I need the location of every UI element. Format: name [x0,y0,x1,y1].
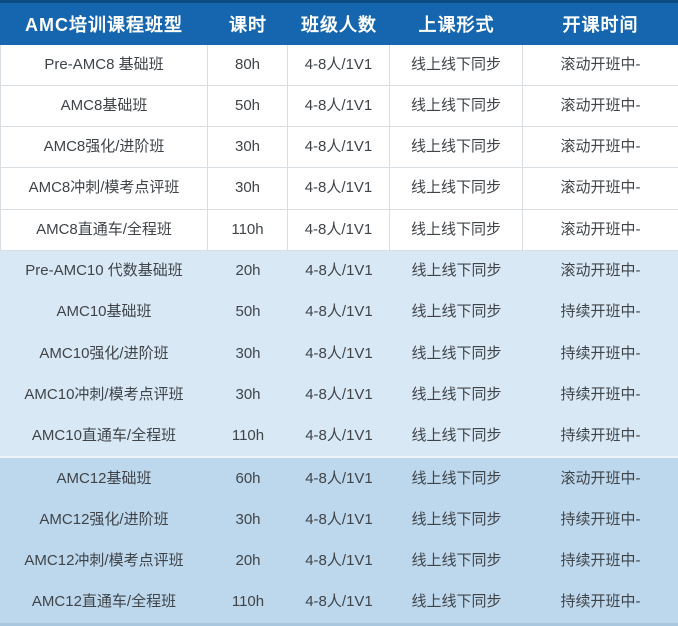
class-size-cell: 4-8人/1V1 [288,209,390,251]
class-size-cell: 4-8人/1V1 [305,303,373,321]
format-cell: 线上线下同步 [390,127,523,169]
start-time-cell: 持续开班中- [560,552,641,570]
course-cell: AMC12直通车/全程班 [31,593,177,611]
hours-cell: 30h [208,168,288,210]
format-cell: 线上线下同步 [411,470,502,487]
course-cell: AMC12强化/进阶班 [39,511,169,529]
start-time-cell: 持续开班中- [560,303,641,321]
hours-cell: 110h [208,209,288,251]
column-header-start-time: 开课时间 [562,15,639,35]
hours-cell: 30h [235,511,261,529]
course-cell: AMC8强化/进阶班 [0,127,208,169]
table-row: AMC10冲刺/模考点评班 30h 4-8人/1V1 线上线下同步 持续开班中- [0,374,678,415]
class-size-cell: 4-8人/1V1 [305,511,373,529]
course-cell: AMC12冲刺/模考点评班 [24,552,184,570]
table-row: AMC8强化/进阶班 30h 4-8人/1V1 线上线下同步 滚动开班中- [0,127,678,169]
format-cell: 线上线下同步 [390,209,523,251]
format-cell: 线上线下同步 [411,511,502,529]
hours-cell: 50h [208,86,288,128]
start-time-cell: 持续开班中- [560,511,641,529]
course-cell: AMC10基础班 [56,303,152,321]
format-cell: 线上线下同步 [390,45,523,87]
table-row: AMC8直通车/全程班 110h 4-8人/1V1 线上线下同步 滚动开班中- [0,209,678,251]
hours-cell: 50h [235,303,261,321]
table-row: AMC10强化/进阶班 30h 4-8人/1V1 线上线下同步 持续开班中- [0,333,678,374]
hours-cell: 30h [235,385,261,403]
table-row: AMC12基础班 60h 4-8人/1V1 线上线下同步 滚动开班中- [0,458,678,499]
class-size-cell: 4-8人/1V1 [288,127,390,169]
start-time-cell: 滚动开班中- [523,168,678,210]
start-time-cell: 持续开班中- [560,426,641,444]
class-size-cell: 4-8人/1V1 [305,426,373,444]
hours-cell: 110h [231,593,265,611]
course-cell: AMC8冲刺/模考点评班 [0,168,208,210]
hours-cell: 30h [235,344,261,362]
format-cell: 线上线下同步 [411,552,502,570]
course-cell: Pre-AMC8 基础班 [0,45,208,87]
column-header-class-size: 班级人数 [301,15,377,35]
hours-cell: 20h [235,552,261,570]
format-cell: 线上线下同步 [411,303,502,321]
table-row: AMC12直通车/全程班 110h 4-8人/1V1 线上线下同步 持续开班中- [0,582,678,623]
table-row: AMC8冲刺/模考点评班 30h 4-8人/1V1 线上线下同步 滚动开班中- [0,168,678,210]
start-time-cell: 持续开班中- [560,593,641,611]
table-row: AMC10基础班 50h 4-8人/1V1 线上线下同步 持续开班中- [0,292,678,333]
format-cell: 线上线下同步 [411,385,502,403]
section-amc12: AMC12基础班 60h 4-8人/1V1 线上线下同步 滚动开班中- AMC1… [0,456,678,626]
column-header-hours: 课时 [229,15,267,35]
format-cell: 线上线下同步 [411,426,502,444]
table-body: Pre-AMC8 基础班 80h 4-8人/1V1 线上线下同步 滚动开班中- … [0,45,678,626]
table-row: Pre-AMC10 代数基础班 20h 4-8人/1V1 线上线下同步 滚动开班… [0,251,678,292]
format-cell: 线上线下同步 [390,86,523,128]
course-cell: AMC10冲刺/模考点评班 [24,385,184,403]
course-cell: AMC8基础班 [0,86,208,128]
hours-cell: 60h [235,470,261,487]
class-size-cell: 4-8人/1V1 [305,593,373,611]
class-size-cell: 4-8人/1V1 [305,262,373,280]
format-cell: 线上线下同步 [411,262,502,280]
table-row: AMC12冲刺/模考点评班 20h 4-8人/1V1 线上线下同步 持续开班中- [0,541,678,582]
table-row: AMC12强化/进阶班 30h 4-8人/1V1 线上线下同步 持续开班中- [0,500,678,541]
table-row: AMC8基础班 50h 4-8人/1V1 线上线下同步 滚动开班中- [0,86,678,128]
start-time-cell: 持续开班中- [560,344,641,362]
format-cell: 线上线下同步 [411,344,502,362]
section-amc10: Pre-AMC10 代数基础班 20h 4-8人/1V1 线上线下同步 滚动开班… [0,250,678,457]
class-size-cell: 4-8人/1V1 [288,45,390,87]
class-size-cell: 4-8人/1V1 [305,470,373,487]
section-amc8: Pre-AMC8 基础班 80h 4-8人/1V1 线上线下同步 滚动开班中- … [0,45,678,251]
start-time-cell: 滚动开班中- [560,470,641,487]
course-cell: AMC8直通车/全程班 [0,209,208,251]
course-cell: AMC12基础班 [56,470,152,487]
start-time-cell: 滚动开班中- [523,127,678,169]
start-time-cell: 滚动开班中- [560,262,641,280]
start-time-cell: 滚动开班中- [523,210,678,251]
start-time-cell: 滚动开班中- [523,86,678,128]
course-cell: AMC10直通车/全程班 [31,426,177,444]
format-cell: 线上线下同步 [390,168,523,210]
format-cell: 线上线下同步 [411,593,502,611]
start-time-cell: 滚动开班中- [523,45,678,87]
start-time-cell: 持续开班中- [560,385,641,403]
class-size-cell: 4-8人/1V1 [305,552,373,570]
hours-cell: 80h [208,45,288,87]
hours-cell: 30h [208,127,288,169]
course-cell: AMC10强化/进阶班 [39,344,169,362]
table-header-row: AMC培训课程班型 课时 班级人数 上课形式 开课时间 [0,0,678,45]
column-header-format: 上课形式 [418,15,495,35]
class-size-cell: 4-8人/1V1 [288,168,390,210]
table-row: Pre-AMC8 基础班 80h 4-8人/1V1 线上线下同步 滚动开班中- [0,45,678,87]
class-size-cell: 4-8人/1V1 [288,86,390,128]
hours-cell: 110h [231,426,265,444]
column-header-course-type: AMC培训课程班型 [25,15,183,35]
course-cell: Pre-AMC10 代数基础班 [25,262,183,280]
hours-cell: 20h [235,262,261,280]
class-size-cell: 4-8人/1V1 [305,385,373,403]
table-row: AMC10直通车/全程班 110h 4-8人/1V1 线上线下同步 持续开班中- [0,415,678,456]
class-size-cell: 4-8人/1V1 [305,344,373,362]
